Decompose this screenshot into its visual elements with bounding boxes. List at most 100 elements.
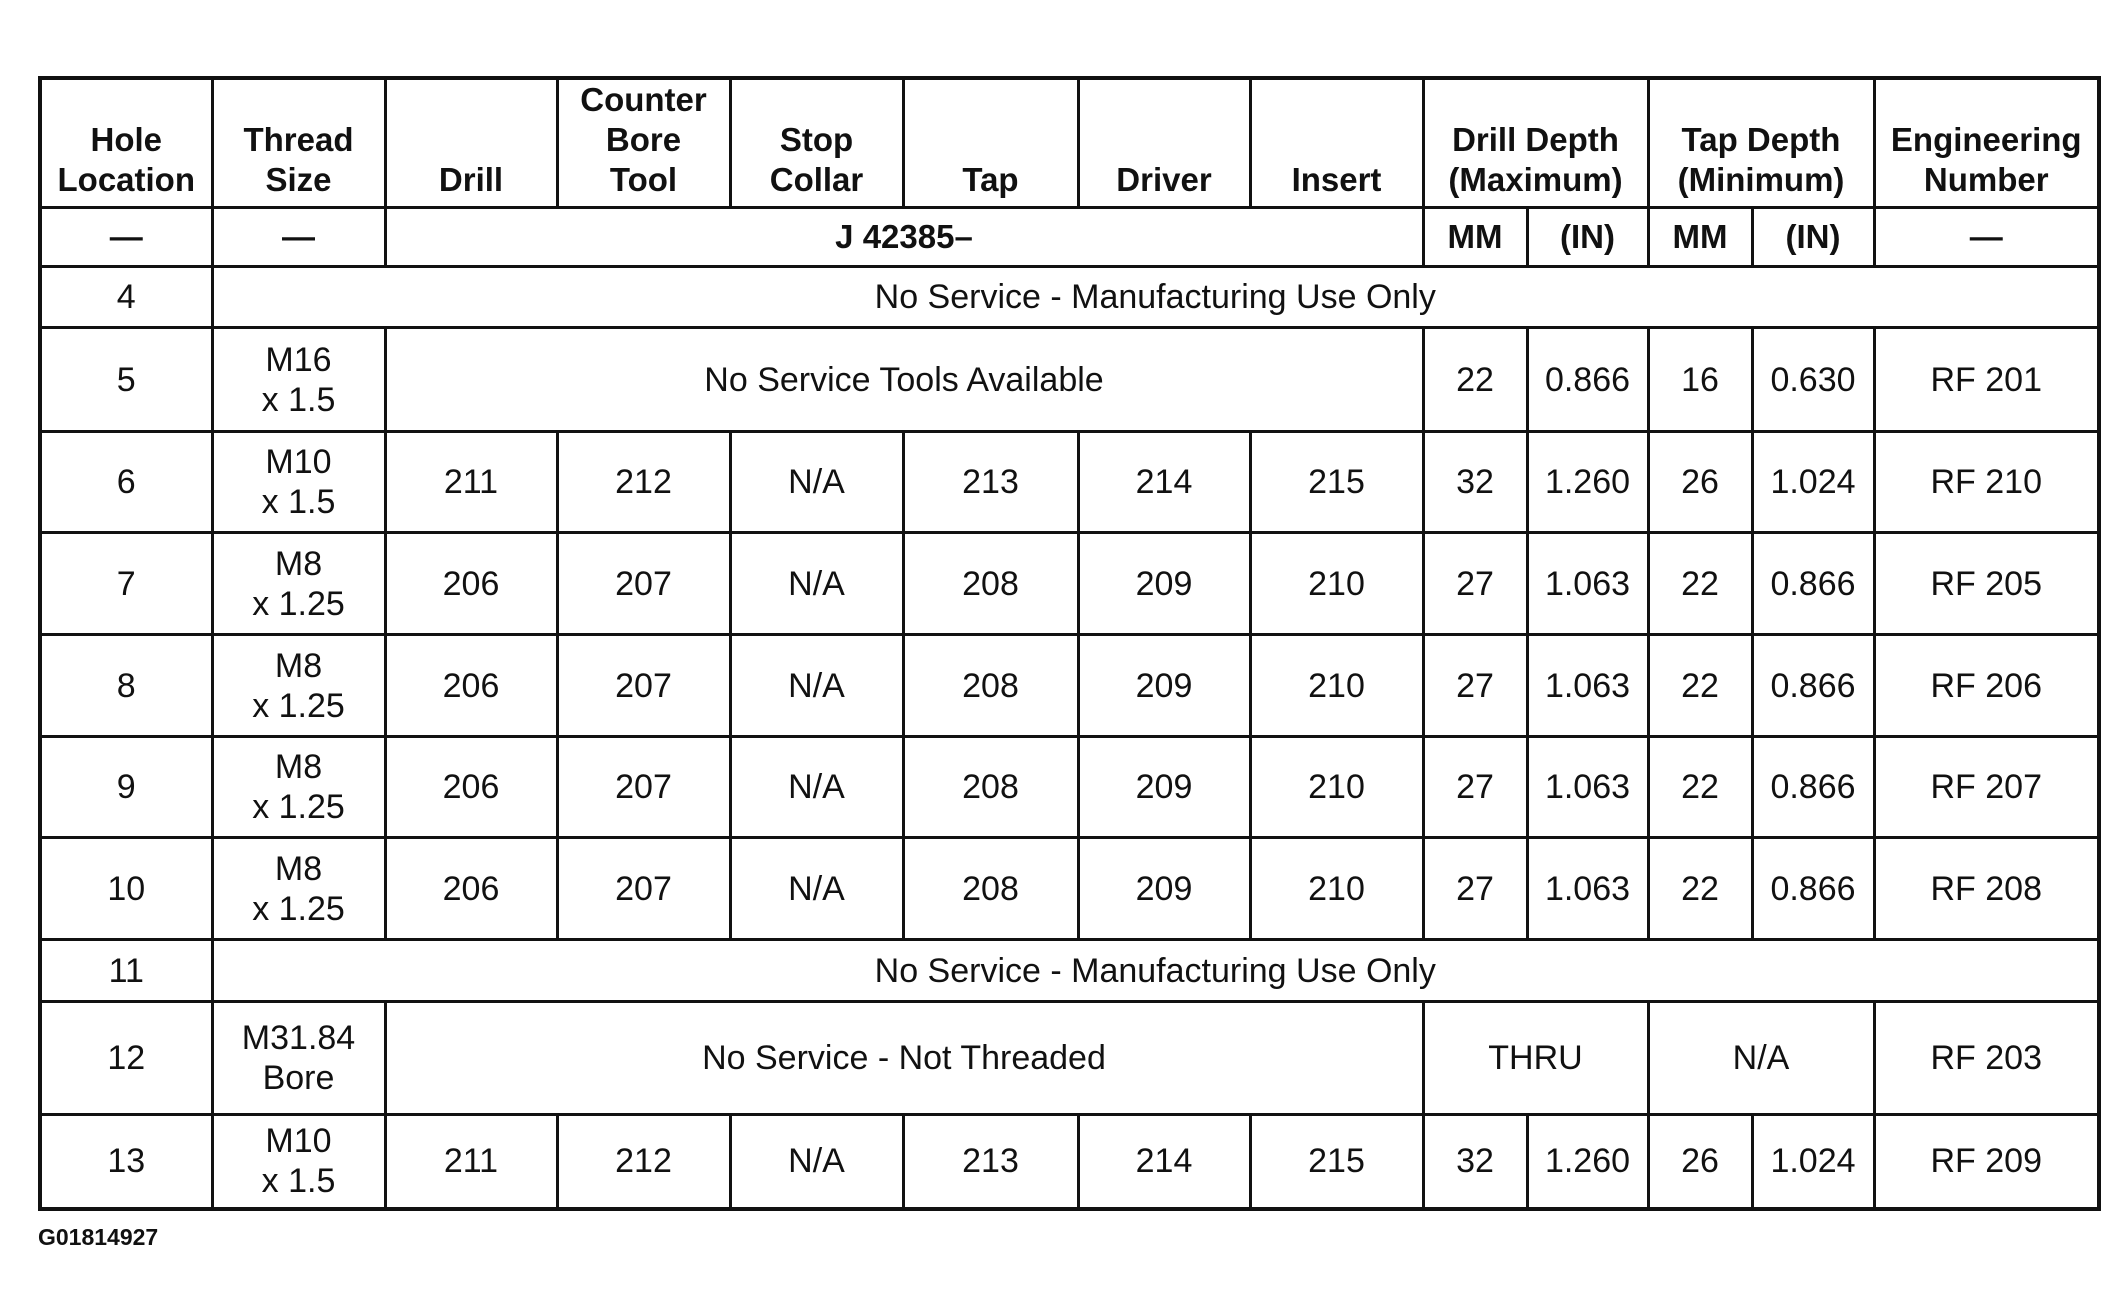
table-row-cell: 26 bbox=[1646, 430, 1754, 534]
units-row-cell: (IN) bbox=[1525, 206, 1650, 268]
table-row: 6 M10 x 1.5 211 212 N/A 213 214 215 32 1.260 26 1.0… bbox=[38, 430, 2101, 534]
units-row: — — J 42385– MM (IN) MM (IN) — bbox=[38, 206, 2101, 268]
table-row-cell: 27 bbox=[1421, 836, 1529, 941]
table-row-cell: 206 bbox=[383, 531, 559, 636]
table-row-cell: 1.260 bbox=[1525, 1113, 1650, 1210]
table-row-cell: 213 bbox=[901, 430, 1080, 534]
table-row-cell: 208 bbox=[901, 735, 1080, 839]
table-row-cell: M8 x 1.25 bbox=[210, 836, 387, 941]
tool-specification-table: Hole Location Thread Size Drill Counter Bor… bbox=[38, 76, 2101, 1211]
table-row-cell: M16 x 1.5 bbox=[210, 326, 387, 433]
table-row-cell: M10 x 1.5 bbox=[210, 430, 387, 534]
table-row-cell: 210 bbox=[1248, 531, 1425, 636]
table-row: 9 M8 x 1.25 206 207 N/A 208 209 210 27 1.063 22 0.8… bbox=[38, 735, 2101, 839]
header-row-cell: Hole Location bbox=[38, 76, 214, 209]
table-row-cell: 9 bbox=[38, 735, 214, 839]
header-row: Hole Location Thread Size Drill Counter Bor… bbox=[38, 76, 2101, 209]
table-row-cell: 22 bbox=[1646, 531, 1754, 636]
table-row: 11 No Service - Manufacturing Use Only bbox=[38, 938, 2101, 1003]
table-row-cell: 7 bbox=[38, 531, 214, 636]
table-row-cell: 207 bbox=[555, 531, 732, 636]
table-row-cell: No Service - Manufacturing Use Only bbox=[210, 938, 2101, 1003]
table-row-cell: 211 bbox=[383, 1113, 559, 1210]
table-row-cell: 0.630 bbox=[1750, 326, 1876, 433]
table-row-cell: 212 bbox=[555, 1113, 732, 1210]
table-row-cell: 5 bbox=[38, 326, 214, 433]
header-row-cell: Counter Bore Tool bbox=[555, 76, 732, 209]
table-row-cell: 207 bbox=[555, 633, 732, 738]
table-row-cell: N/A bbox=[728, 836, 905, 941]
table-row-cell: RF 210 bbox=[1872, 430, 2101, 534]
table-row-cell: 1.024 bbox=[1750, 1113, 1876, 1210]
table-row-cell: 26 bbox=[1646, 1113, 1754, 1210]
table-row-cell: 213 bbox=[901, 1113, 1080, 1210]
units-row-cell: MM bbox=[1421, 206, 1529, 268]
table-row-cell: RF 201 bbox=[1872, 326, 2101, 433]
table-row: 5 M16 x 1.5 No Service Tools Available 22 0.… bbox=[38, 326, 2101, 433]
table-row-cell: 212 bbox=[555, 430, 732, 534]
table-row-cell: 27 bbox=[1421, 633, 1529, 738]
table-row-cell: 22 bbox=[1421, 326, 1529, 433]
table-row-cell: 0.866 bbox=[1750, 735, 1876, 839]
table-row-cell: 1.063 bbox=[1525, 531, 1650, 636]
units-row-cell: — bbox=[1872, 206, 2101, 268]
table-row-cell: 32 bbox=[1421, 430, 1529, 534]
table-row: 12 M31.84 Bore No Service - Not Threaded TH… bbox=[38, 1000, 2101, 1116]
table-row-cell: 215 bbox=[1248, 430, 1425, 534]
units-row-cell: — bbox=[210, 206, 387, 268]
table-row-cell: 214 bbox=[1076, 1113, 1252, 1210]
table-row-cell: 1.063 bbox=[1525, 836, 1650, 941]
table-row-cell: 32 bbox=[1421, 1113, 1529, 1210]
table-row-cell: N/A bbox=[728, 1113, 905, 1210]
table-row-cell: M8 x 1.25 bbox=[210, 633, 387, 738]
table-row-cell: 209 bbox=[1076, 836, 1252, 941]
table-row: 4 No Service - Manufacturing Use Only bbox=[38, 265, 2101, 329]
table-row-cell: THRU bbox=[1421, 1000, 1650, 1116]
table-row-cell: 206 bbox=[383, 735, 559, 839]
table-row-cell: 208 bbox=[901, 633, 1080, 738]
table-row-cell: 27 bbox=[1421, 531, 1529, 636]
table-row-cell: No Service - Manufacturing Use Only bbox=[210, 265, 2101, 329]
table-row-cell: 0.866 bbox=[1750, 531, 1876, 636]
table-row-cell: N/A bbox=[1646, 1000, 1876, 1116]
table-row-cell: 8 bbox=[38, 633, 214, 738]
table-row-cell: RF 205 bbox=[1872, 531, 2101, 636]
table-row-cell: 22 bbox=[1646, 836, 1754, 941]
table-row-cell: N/A bbox=[728, 633, 905, 738]
table-row-cell: 209 bbox=[1076, 633, 1252, 738]
table-row-cell: 4 bbox=[38, 265, 214, 329]
table-row-cell: M8 x 1.25 bbox=[210, 735, 387, 839]
header-row-cell: Thread Size bbox=[210, 76, 387, 209]
table-row-cell: N/A bbox=[728, 531, 905, 636]
table-row: 8 M8 x 1.25 206 207 N/A 208 209 210 27 1.063 22 0.8… bbox=[38, 633, 2101, 738]
table-row-cell: 215 bbox=[1248, 1113, 1425, 1210]
table-row-cell: 210 bbox=[1248, 836, 1425, 941]
table-row-cell: 209 bbox=[1076, 735, 1252, 839]
table-row-cell: 6 bbox=[38, 430, 214, 534]
table-row-cell: RF 208 bbox=[1872, 836, 2101, 941]
table-row-cell: 1.063 bbox=[1525, 735, 1650, 839]
table-row-cell: 1.260 bbox=[1525, 430, 1650, 534]
table-row: 13 M10 x 1.5 211 212 N/A 213 214 215 32 1.260 26 1.… bbox=[38, 1113, 2101, 1210]
table-row-cell: 211 bbox=[383, 430, 559, 534]
table-row-cell: RF 209 bbox=[1872, 1113, 2101, 1210]
header-row-cell: Insert bbox=[1248, 76, 1425, 209]
table-row-cell: 11 bbox=[38, 938, 214, 1003]
header-row-cell: Drill Depth (Maximum) bbox=[1421, 76, 1650, 209]
table-row-cell: 0.866 bbox=[1525, 326, 1650, 433]
table-row-cell: 16 bbox=[1646, 326, 1754, 433]
table-row-cell: 27 bbox=[1421, 735, 1529, 839]
table-row-cell: 208 bbox=[901, 836, 1080, 941]
table-row-cell: 12 bbox=[38, 1000, 214, 1116]
table-body: Hole Location Thread Size Drill Counter Bor… bbox=[38, 76, 2101, 1210]
header-row-cell: Engineering Number bbox=[1872, 76, 2101, 209]
table-row-cell: 208 bbox=[901, 531, 1080, 636]
table-row: 10 M8 x 1.25 206 207 N/A 208 209 210 27 1.063 22 0.… bbox=[38, 836, 2101, 941]
table-row-cell: N/A bbox=[728, 735, 905, 839]
units-row-cell: J 42385– bbox=[383, 206, 1425, 268]
table-row-cell: M31.84 Bore bbox=[210, 1000, 387, 1116]
table-row-cell: 214 bbox=[1076, 430, 1252, 534]
table-row-cell: RF 206 bbox=[1872, 633, 2101, 738]
header-row-cell: Tap Depth (Minimum) bbox=[1646, 76, 1876, 209]
table-row-cell: 209 bbox=[1076, 531, 1252, 636]
